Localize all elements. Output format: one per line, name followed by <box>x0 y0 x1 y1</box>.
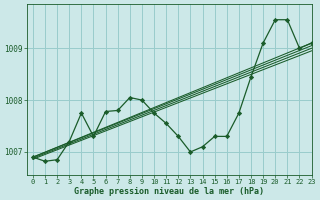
X-axis label: Graphe pression niveau de la mer (hPa): Graphe pression niveau de la mer (hPa) <box>74 187 264 196</box>
